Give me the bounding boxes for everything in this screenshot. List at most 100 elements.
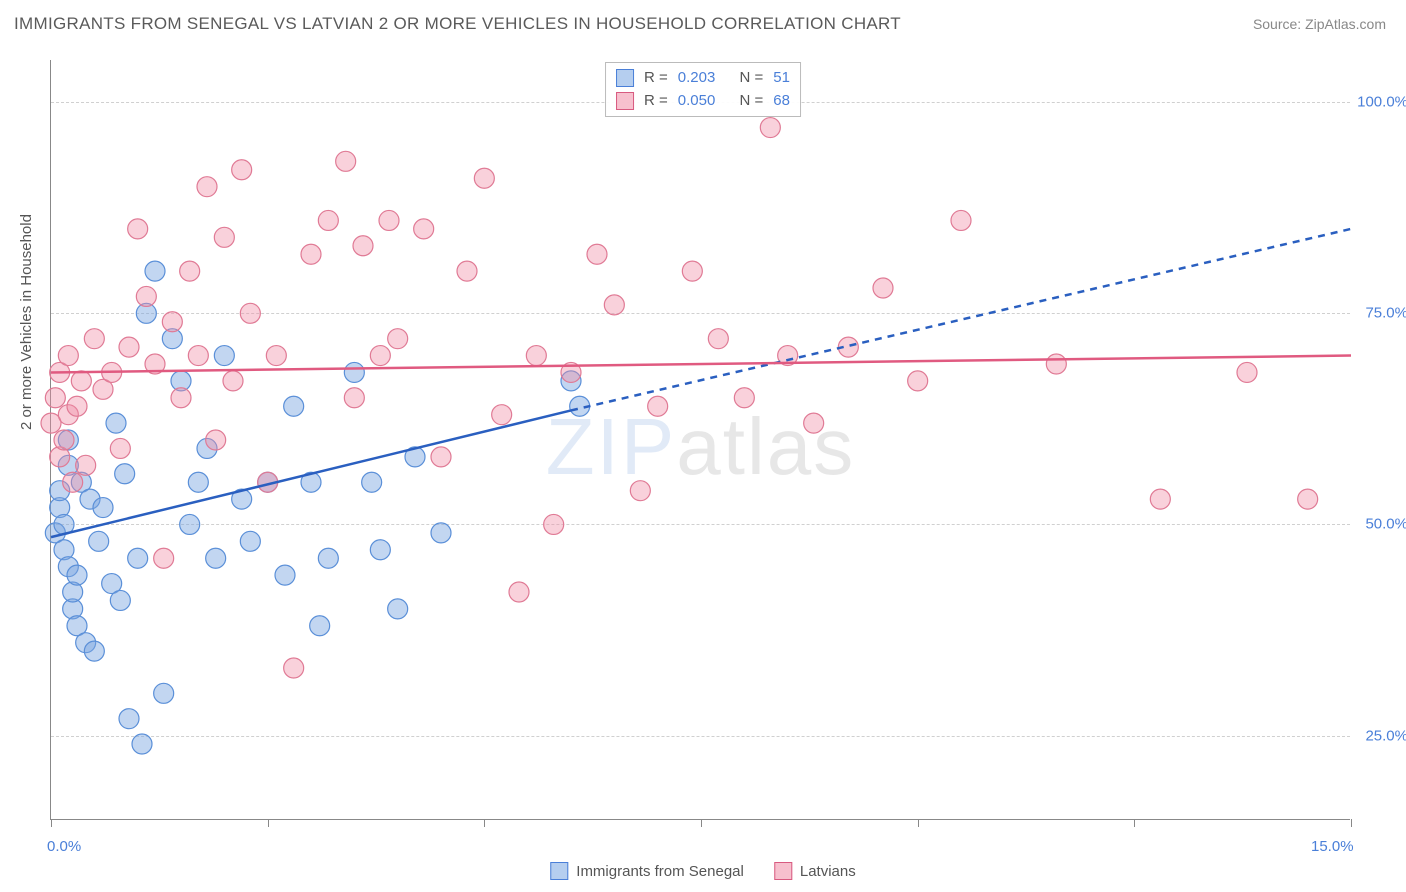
legend-label-latvians: Latvians	[800, 863, 856, 880]
data-point	[318, 210, 338, 230]
plot-area: ZIPatlas 25.0%50.0%75.0%100.0%0.0%15.0%	[50, 60, 1350, 820]
data-point	[682, 261, 702, 281]
data-point	[275, 565, 295, 585]
series-legend: Immigrants from Senegal Latvians	[550, 862, 855, 880]
r-value-senegal: 0.203	[678, 67, 716, 90]
data-point	[266, 346, 286, 366]
data-point	[457, 261, 477, 281]
y-tick-label: 25.0%	[1365, 727, 1406, 744]
data-point	[526, 346, 546, 366]
data-point	[93, 498, 113, 518]
data-point	[84, 329, 104, 349]
data-point	[301, 244, 321, 264]
source-attribution: Source: ZipAtlas.com	[1253, 16, 1386, 32]
data-point	[188, 346, 208, 366]
swatch-blue-icon	[550, 862, 568, 880]
data-point	[180, 514, 200, 534]
data-point	[162, 312, 182, 332]
data-point	[67, 396, 87, 416]
data-point	[110, 590, 130, 610]
data-point	[370, 346, 390, 366]
data-point	[154, 683, 174, 703]
data-point	[115, 464, 135, 484]
chart-title: IMMIGRANTS FROM SENEGAL VS LATVIAN 2 OR …	[14, 14, 901, 34]
data-point	[214, 227, 234, 247]
x-tick	[701, 819, 702, 827]
legend-item-latvians: Latvians	[774, 862, 856, 880]
data-point	[206, 548, 226, 568]
data-point	[84, 641, 104, 661]
data-point	[587, 244, 607, 264]
swatch-pink-icon	[616, 92, 634, 110]
data-point	[136, 286, 156, 306]
y-tick-label: 75.0%	[1365, 305, 1406, 322]
data-point	[128, 548, 148, 568]
data-point	[318, 548, 338, 568]
data-point	[353, 236, 373, 256]
data-point	[414, 219, 434, 239]
trend-line	[571, 229, 1351, 411]
data-point	[89, 531, 109, 551]
data-point	[206, 430, 226, 450]
data-point	[110, 438, 130, 458]
data-point	[336, 151, 356, 171]
data-point	[760, 118, 780, 138]
data-point	[223, 371, 243, 391]
data-point	[630, 481, 650, 501]
data-point	[362, 472, 382, 492]
r-value-latvians: 0.050	[678, 90, 716, 113]
data-point	[119, 337, 139, 357]
data-point	[1046, 354, 1066, 374]
n-label: N =	[740, 67, 764, 90]
data-point	[1237, 362, 1257, 382]
data-point	[873, 278, 893, 298]
legend-label-senegal: Immigrants from Senegal	[576, 863, 744, 880]
x-tick	[1134, 819, 1135, 827]
data-point	[379, 210, 399, 230]
data-point	[734, 388, 754, 408]
y-tick-label: 50.0%	[1365, 516, 1406, 533]
y-axis-title: 2 or more Vehicles in Household	[18, 214, 35, 430]
trend-line	[51, 356, 1351, 373]
data-point	[708, 329, 728, 349]
data-point	[370, 540, 390, 560]
swatch-blue-icon	[616, 69, 634, 87]
x-tick-label: 15.0%	[1311, 838, 1354, 855]
plot-svg	[51, 60, 1350, 819]
data-point	[76, 455, 96, 475]
data-point	[106, 413, 126, 433]
data-point	[71, 371, 91, 391]
data-point	[188, 472, 208, 492]
legend-item-senegal: Immigrants from Senegal	[550, 862, 744, 880]
x-tick	[51, 819, 52, 827]
data-point	[1298, 489, 1318, 509]
data-point	[431, 523, 451, 543]
data-point	[431, 447, 451, 467]
y-tick-label: 100.0%	[1357, 94, 1406, 111]
stats-legend: R = 0.203 N = 51 R = 0.050 N = 68	[605, 62, 801, 117]
data-point	[344, 362, 364, 382]
n-value-latvians: 68	[773, 90, 790, 113]
r-label: R =	[644, 67, 668, 90]
data-point	[45, 388, 65, 408]
n-value-senegal: 51	[773, 67, 790, 90]
data-point	[214, 346, 234, 366]
data-point	[119, 709, 139, 729]
data-point	[145, 261, 165, 281]
data-point	[154, 548, 174, 568]
x-tick	[918, 819, 919, 827]
data-point	[544, 514, 564, 534]
r-label: R =	[644, 90, 668, 113]
data-point	[63, 472, 83, 492]
data-point	[908, 371, 928, 391]
stats-legend-row-senegal: R = 0.203 N = 51	[616, 67, 790, 90]
x-tick-label: 0.0%	[47, 838, 81, 855]
x-tick	[484, 819, 485, 827]
data-point	[474, 168, 494, 188]
data-point	[1150, 489, 1170, 509]
data-point	[240, 531, 260, 551]
chart-container: IMMIGRANTS FROM SENEGAL VS LATVIAN 2 OR …	[0, 0, 1406, 892]
n-label: N =	[740, 90, 764, 113]
data-point	[284, 396, 304, 416]
data-point	[310, 616, 330, 636]
